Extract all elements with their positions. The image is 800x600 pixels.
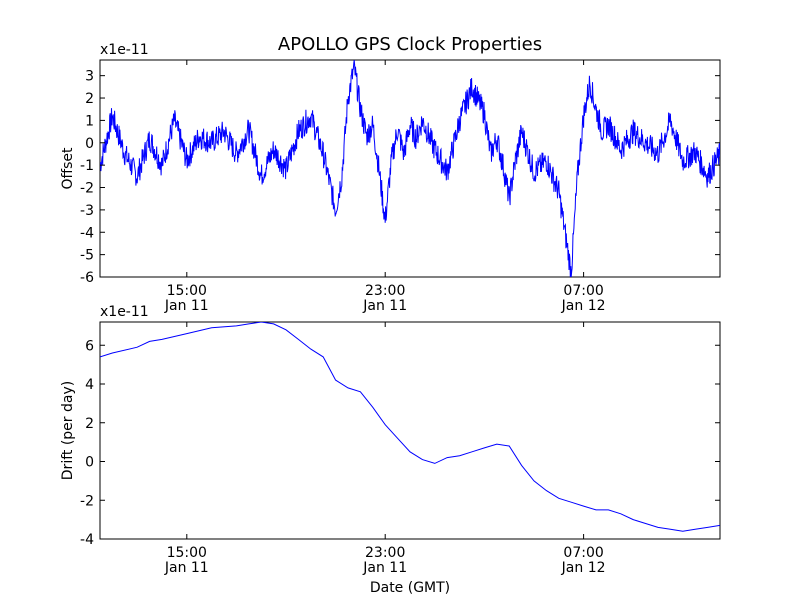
x-tick-label-time: 15:00	[167, 545, 207, 561]
y-axis-label: Drift (per day)	[60, 381, 76, 480]
y-tick-label: 0	[85, 136, 94, 152]
y-tick-label: -5	[80, 248, 94, 264]
y-tick-label: 0	[85, 455, 94, 471]
y-axis-label: Offset	[60, 147, 76, 190]
y-tick-label: -4	[80, 532, 94, 548]
x-tick-label-time: 15:00	[167, 283, 207, 299]
y-tick-label: 2	[85, 91, 94, 107]
x-tick-label-date: Jan 11	[362, 298, 407, 314]
y-tick-label: 6	[85, 338, 94, 354]
chart-title: APOLLO GPS Clock Properties	[278, 34, 542, 55]
y-tick-label: 3	[85, 69, 94, 85]
x-tick-label-date: Jan 12	[561, 298, 606, 314]
x-tick-label-date: Jan 11	[362, 560, 407, 576]
x-tick-label-time: 07:00	[563, 283, 603, 299]
x-tick-label-date: Jan 11	[164, 560, 209, 576]
series-line	[100, 322, 720, 532]
y-tick-label: -2	[80, 493, 94, 509]
plot-area	[99, 321, 721, 540]
x-tick-label-date: Jan 11	[164, 298, 209, 314]
y-tick-label: 4	[85, 377, 94, 393]
y-tick-label: 1	[85, 113, 94, 129]
y-tick-label: -2	[80, 181, 94, 197]
series-line	[100, 60, 720, 277]
x-tick-label-time: 23:00	[365, 545, 405, 561]
x-tick-label-date: Jan 12	[561, 560, 606, 576]
y-tick-label: 2	[85, 416, 94, 432]
x-tick-label-time: 23:00	[365, 283, 405, 299]
plot-area	[99, 59, 721, 278]
x-tick-label-time: 07:00	[563, 545, 603, 561]
y-scale-label: x1e-11	[100, 304, 149, 320]
y-tick-label: -6	[80, 270, 94, 286]
y-scale-label: x1e-11	[100, 42, 149, 58]
x-axis-label: Date (GMT)	[370, 580, 450, 596]
y-tick-label: -4	[80, 225, 94, 241]
y-tick-label: -1	[80, 158, 94, 174]
y-tick-label: -3	[80, 203, 94, 219]
